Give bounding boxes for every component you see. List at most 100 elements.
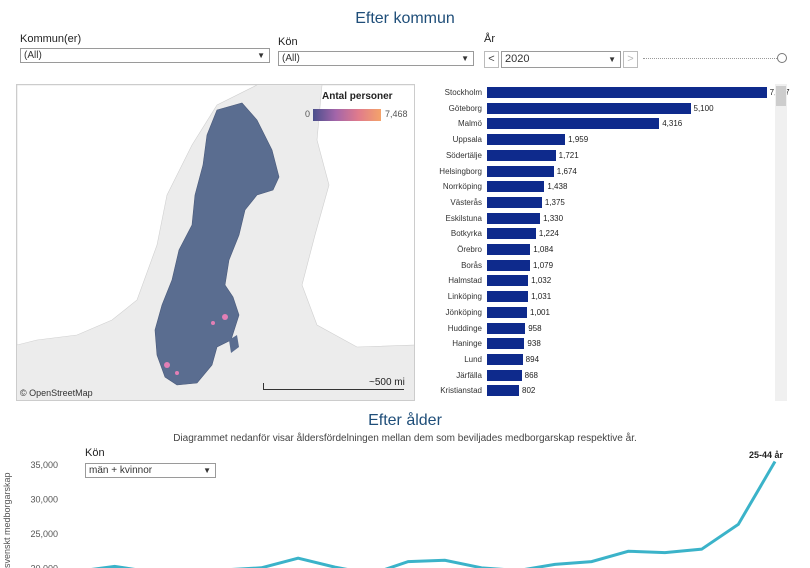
bar-value-label: 958	[528, 323, 542, 333]
age-section-subtitle: Diagrammet nedanför visar åldersfördelni…	[173, 433, 637, 444]
kommun-bar-chart: Stockholm7,007Göteborg5,100Malmö4,316Upp…	[420, 84, 790, 401]
bar[interactable]	[487, 165, 554, 177]
bar[interactable]	[487, 353, 523, 365]
sweden-map[interactable]: Antal personer 0 7,468 © OpenStreetMap ~…	[16, 84, 415, 401]
bar-value-label: 938	[527, 339, 541, 349]
bar-category-label: Haninge	[452, 339, 482, 349]
bar[interactable]	[487, 149, 556, 161]
bar-category-label: Huddinge	[447, 323, 482, 333]
finland-landmass	[301, 85, 414, 348]
bar-category-label: Örebro	[457, 245, 482, 254]
bar[interactable]	[487, 275, 529, 287]
bar[interactable]	[487, 385, 519, 397]
bar-value-label: 1,224	[538, 229, 559, 239]
bar-category-label: Linköping	[447, 292, 482, 302]
map-legend-max: 7,468	[385, 109, 408, 119]
sweden-regions	[154, 102, 280, 386]
bar-category-label: Uppsala	[452, 135, 482, 145]
age-kon-dropdown[interactable]: män + kvinnor ▼	[85, 463, 216, 478]
kommun-dropdown[interactable]: (All) ▼	[20, 48, 270, 63]
age-section-title: Efter ålder	[368, 412, 442, 429]
map-scale-label: ~500 mi	[369, 377, 405, 388]
bar[interactable]	[487, 228, 536, 240]
gotland-island	[229, 335, 239, 353]
bar-value-label: 1,330	[543, 213, 564, 223]
bar-category-label: Stockholm	[444, 88, 482, 97]
bar-category-label: Botkyrka	[450, 229, 482, 239]
kommun-dropdown-value: (All)	[24, 50, 42, 61]
bar-category-label: Södertälje	[445, 150, 482, 160]
bar-category-label: Helsingborg	[439, 166, 482, 176]
page-title: Efter kommun	[355, 10, 455, 27]
bar[interactable]	[487, 322, 526, 334]
population-highlights	[164, 314, 228, 375]
bar-value-label: 1,079	[533, 260, 554, 270]
y-tick-label: 20,000	[30, 564, 58, 568]
bar[interactable]	[487, 118, 660, 130]
chevron-down-icon: ▼	[257, 51, 265, 60]
map-canvas	[17, 85, 414, 386]
bar-category-label: Järfälla	[456, 370, 482, 380]
year-dropdown-value: 2020	[505, 53, 530, 65]
bar[interactable]	[487, 338, 525, 350]
bar-value-label: 894	[525, 354, 540, 364]
bar[interactable]	[487, 87, 767, 98]
year-slider-handle[interactable]	[777, 53, 787, 63]
map-attribution: © OpenStreetMap	[20, 388, 93, 398]
bar[interactable]	[487, 196, 542, 208]
bar-category-label: Västerås	[450, 197, 482, 207]
age-series-line[interactable]	[78, 460, 777, 568]
bar-category-label: Göteborg	[448, 103, 482, 113]
bar-value-label: 1,001	[529, 307, 550, 317]
bar-value-label: 868	[524, 370, 538, 380]
bar-value-label: 4,316	[662, 119, 683, 129]
bar-category-label: Norrköping	[442, 182, 482, 192]
bar-value-label: 802	[522, 386, 536, 396]
bar-value-label: 1,674	[556, 166, 577, 176]
chevron-down-icon: ▼	[608, 55, 616, 64]
bar-value-label: 5,100	[693, 103, 714, 113]
bar-value-label: 1,032	[531, 276, 552, 286]
bar-chart-scrollbar[interactable]	[775, 84, 787, 401]
age-kon-filter-label: Kön	[85, 447, 105, 459]
y-tick-label: 35,000	[30, 460, 58, 470]
norway-landmass	[17, 85, 258, 346]
bar-chart-scroll-thumb[interactable]	[776, 86, 786, 106]
kon-dropdown-value: (All)	[282, 53, 300, 64]
bar[interactable]	[487, 102, 691, 114]
bar[interactable]	[487, 181, 545, 193]
year-dropdown[interactable]: 2020 ▼	[501, 51, 621, 68]
bar[interactable]	[487, 291, 529, 303]
bar-category-label: Jönköping	[445, 307, 482, 317]
map-legend-title: Antal personer	[322, 91, 393, 102]
map-legend-gradient	[313, 109, 381, 121]
bar[interactable]	[487, 244, 531, 255]
bar-category-label: Lund	[464, 354, 482, 364]
year-next-button[interactable]: >	[623, 51, 638, 68]
y-axis-label: svenskt medborgarskap	[2, 472, 12, 568]
bar-category-label: Halmstad	[448, 276, 482, 286]
year-prev-button[interactable]: <	[484, 51, 499, 68]
bar[interactable]	[487, 259, 531, 271]
kon-dropdown[interactable]: (All) ▼	[278, 51, 474, 66]
bar-value-label: 1,084	[533, 245, 554, 254]
kon-filter-label: Kön	[278, 36, 298, 48]
bar-value-label: 1,375	[544, 197, 565, 207]
bar[interactable]	[487, 212, 541, 224]
age-kon-dropdown-value: män + kvinnor	[89, 465, 153, 476]
ar-filter-label: År	[484, 33, 495, 45]
bar-value-label: 1,031	[531, 292, 552, 302]
bar-value-label: 1,721	[558, 150, 579, 160]
bar-category-label: Kristianstad	[440, 386, 482, 396]
year-slider-track[interactable]	[643, 58, 781, 59]
age-line-chart: 35,000 30,000 25,000 20,000 svenskt medborga…	[2, 450, 784, 568]
bar[interactable]	[487, 369, 522, 381]
bar-category-label: Borås	[461, 260, 482, 270]
map-scale-bar	[263, 383, 404, 390]
bar[interactable]	[487, 306, 527, 318]
bar[interactable]	[487, 134, 566, 146]
bar-value-label: 1,959	[568, 135, 589, 145]
bar-category-label: Eskilstuna	[445, 213, 482, 223]
series-label: 25-44 år	[749, 450, 784, 460]
bar-value-label: 1,438	[547, 182, 568, 192]
